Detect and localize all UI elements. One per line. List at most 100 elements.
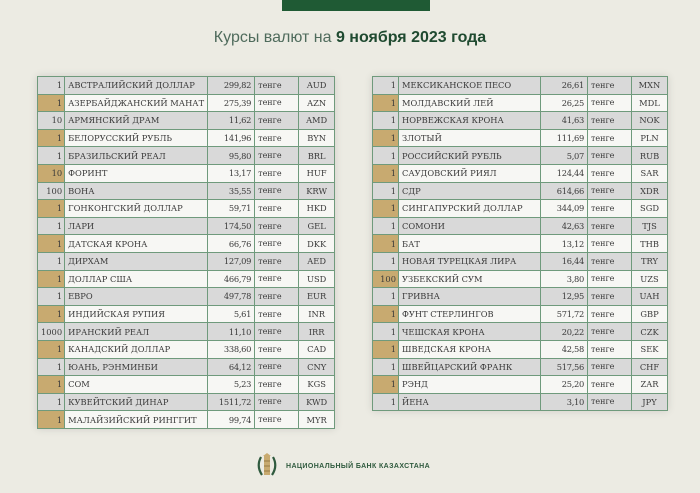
currency-name-cell: ИРАНСКИЙ РЕАЛ	[64, 322, 209, 341]
rate-cell: 13,12	[540, 234, 588, 253]
quantity-cell: 1	[36, 251, 66, 271]
quantity-cell: 1	[372, 181, 399, 201]
table-row: 1 БЕЛОРУССКИЙ РУБЛЬ 141,96 тенге BYN	[36, 128, 336, 148]
rate-cell: 124,44	[540, 163, 588, 183]
rates-table-right: 1 МЕКСИКАНСКОЕ ПЕСО 26,61 тенге MXN 1 МОЛДАВСК…	[372, 76, 668, 412]
quantity-cell: 1	[36, 216, 66, 236]
unit-cell: тенге	[254, 111, 300, 130]
currency-code-cell: ZAR	[631, 375, 668, 394]
currency-name-cell: КАНАДСКИЙ ДОЛЛАР	[64, 339, 209, 359]
currency-code-cell: KRW	[298, 181, 336, 201]
rate-cell: 174,50	[207, 216, 256, 236]
table-row: 1 СДР 614,66 тенге XDR	[372, 181, 668, 201]
rate-cell: 64,12	[207, 357, 256, 377]
unit-cell: тенге	[587, 216, 632, 236]
currency-code-cell: AZN	[298, 93, 336, 113]
currency-code-cell: HKD	[298, 199, 336, 218]
table-row: 1 АВСТРАЛИЙСКИЙ ДОЛЛАР 299,82 тенге AUD	[36, 76, 336, 95]
rate-cell: 59,71	[207, 199, 256, 218]
quantity-cell: 1	[372, 339, 399, 359]
rate-cell: 99,74	[207, 410, 256, 429]
currency-name-cell: ГРИВНА	[398, 287, 541, 306]
table-row: 1 ЕВРО 497,78 тенге EUR	[36, 287, 336, 306]
table-row: 1 ЮАНЬ, РЭНМИНБИ 64,12 тенге CNY	[36, 357, 336, 377]
rate-cell: 42,63	[540, 216, 588, 236]
table-row: 1 КУВЕЙТСКИЙ ДИНАР 1511,72 тенге KWD	[36, 392, 336, 412]
currency-name-cell: АРМЯНСКИЙ ДРАМ	[64, 111, 209, 130]
unit-cell: тенге	[254, 392, 300, 412]
table-row: 1 ЗЛОТЫЙ 111,69 тенге PLN	[372, 128, 668, 148]
currency-name-cell: ФУНТ СТЕРЛИНГОВ	[398, 304, 541, 324]
quantity-cell: 1	[372, 199, 399, 218]
unit-cell: тенге	[254, 216, 300, 236]
rate-cell: 13,17	[207, 163, 256, 183]
table-row: 1 МЕКСИКАНСКОЕ ПЕСО 26,61 тенге MXN	[372, 76, 668, 95]
unit-cell: тенге	[254, 163, 300, 183]
rate-cell: 517,56	[540, 357, 588, 377]
rate-cell: 16,44	[540, 251, 588, 271]
currency-code-cell: RUB	[631, 146, 668, 165]
currency-code-cell: UAH	[631, 287, 668, 306]
rate-cell: 3,10	[540, 392, 588, 412]
rates-table-left: 1 АВСТРАЛИЙСКИЙ ДОЛЛАР 299,82 тенге AUD 1 АЗЕР…	[36, 76, 336, 429]
table-row: 10 АРМЯНСКИЙ ДРАМ 11,62 тенге AMD	[36, 111, 336, 130]
quantity-cell: 1	[36, 392, 66, 412]
unit-cell: тенге	[587, 304, 632, 324]
quantity-cell: 1	[372, 322, 399, 341]
currency-name-cell: САУДОВСКИЙ РИЯЛ	[398, 163, 541, 183]
currency-code-cell: KWD	[298, 392, 336, 412]
currency-code-cell: IRR	[298, 322, 336, 341]
currency-name-cell: БЕЛОРУССКИЙ РУБЛЬ	[64, 128, 209, 148]
page-title: Курсы валют на 9 ноября 2023 года	[0, 29, 700, 47]
table-row: 1 СИНГАПУРСКИЙ ДОЛЛАР 344,09 тенге SGD	[372, 199, 668, 218]
currency-code-cell: INR	[298, 304, 336, 324]
quantity-cell: 1	[36, 287, 66, 306]
table-row: 1 ШВЕДСКАЯ КРОНА 42,58 тенге SEK	[372, 339, 668, 359]
table-row: 1 ГРИВНА 12,95 тенге UAH	[372, 287, 668, 306]
unit-cell: тенге	[254, 76, 300, 95]
currency-name-cell: МОЛДАВСКИЙ ЛЕЙ	[398, 93, 541, 113]
table-row: 1 НОРВЕЖСКАЯ КРОНА 41,63 тенге NOK	[372, 111, 668, 130]
rate-cell: 571,72	[540, 304, 588, 324]
currency-code-cell: XDR	[631, 181, 668, 201]
rate-cell: 11,10	[207, 322, 256, 341]
quantity-cell: 1	[36, 269, 66, 289]
unit-cell: тенге	[254, 375, 300, 394]
rate-cell: 25,20	[540, 375, 588, 394]
quantity-cell: 1	[36, 339, 66, 359]
rate-cell: 26,25	[540, 93, 588, 113]
currency-name-cell: НОРВЕЖСКАЯ КРОНА	[398, 111, 541, 130]
currency-code-cell: GBP	[631, 304, 668, 324]
quantity-cell: 100	[36, 181, 66, 201]
unit-cell: тенге	[587, 269, 632, 289]
rate-cell: 127,09	[207, 251, 256, 271]
unit-cell: тенге	[587, 76, 632, 95]
rate-cell: 141,96	[207, 128, 256, 148]
unit-cell: тенге	[254, 251, 300, 271]
table-row: 1 ДИРХАМ 127,09 тенге AED	[36, 251, 336, 271]
unit-cell: тенге	[254, 322, 300, 341]
quantity-cell: 1	[372, 111, 399, 130]
currency-name-cell: СДР	[398, 181, 541, 201]
currency-code-cell: AMD	[298, 111, 336, 130]
unit-cell: тенге	[587, 322, 632, 341]
table-row: 1 ДАТСКАЯ КРОНА 66,76 тенге DKK	[36, 234, 336, 253]
currency-name-cell: НОВАЯ ТУРЕЦКАЯ ЛИРА	[398, 251, 541, 271]
rate-cell: 35,55	[207, 181, 256, 201]
currency-name-cell: СИНГАПУРСКИЙ ДОЛЛАР	[398, 199, 541, 218]
currency-code-cell: UZS	[631, 269, 668, 289]
unit-cell: тенге	[254, 410, 300, 429]
currency-name-cell: ВОНА	[64, 181, 209, 201]
currency-name-cell: ЛАРИ	[64, 216, 209, 236]
currency-name-cell: ЗЛОТЫЙ	[398, 128, 541, 148]
unit-cell: тенге	[254, 128, 300, 148]
unit-cell: тенге	[254, 357, 300, 377]
unit-cell: тенге	[587, 287, 632, 306]
table-row: 1 РОССИЙСКИЙ РУБЛЬ 5,07 тенге RUB	[372, 146, 668, 165]
unit-cell: тенге	[587, 339, 632, 359]
rate-cell: 299,82	[207, 76, 256, 95]
table-row: 1 БРАЗИЛЬСКИЙ РЕАЛ 95,80 тенге BRL	[36, 146, 336, 165]
quantity-cell: 10	[36, 111, 66, 130]
unit-cell: тенге	[254, 287, 300, 306]
unit-cell: тенге	[587, 93, 632, 113]
